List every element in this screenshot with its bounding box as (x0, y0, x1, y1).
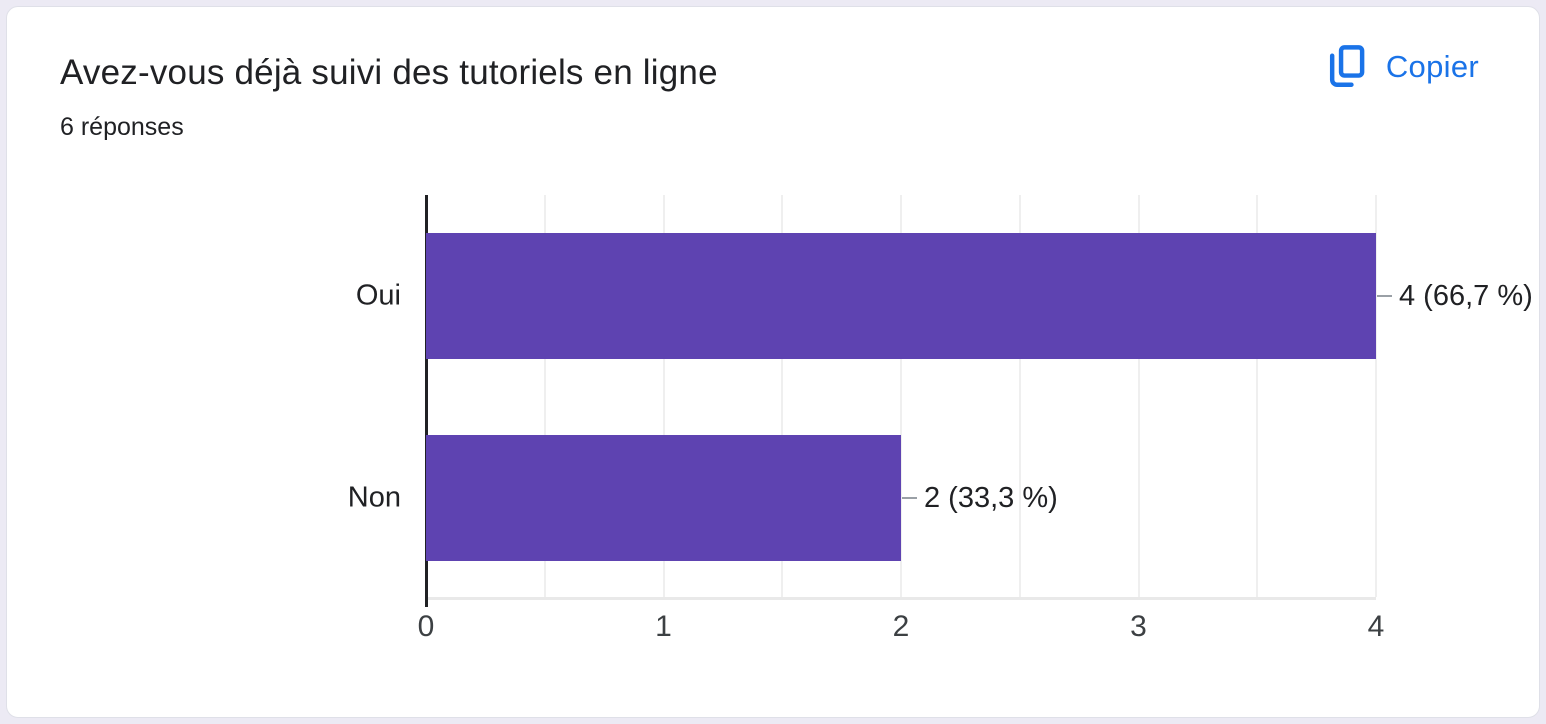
gridline (900, 195, 902, 597)
label-connector (1377, 294, 1392, 298)
bar-non[interactable] (426, 435, 901, 561)
value-label-non: 2 (33,3 %) (924, 481, 1058, 514)
x-axis-tick-label: 3 (1130, 610, 1147, 643)
bar-oui[interactable] (426, 233, 1376, 359)
x-axis-tick-label: 2 (892, 610, 910, 643)
responses-count: 6 réponses (60, 113, 184, 141)
bar-row-oui: Oui 4 (66,7 %) (356, 233, 1533, 359)
copy-button[interactable]: Copier (1329, 45, 1479, 88)
category-label-non: Non (347, 481, 401, 514)
question-title: Avez-vous déjà suivi des tutoriels en li… (60, 53, 718, 92)
bar-chart: Oui 4 (66,7 %) Non 2 (33,3 %) 0 1 2 3 4 (348, 195, 1533, 643)
response-chart-card: Avez-vous déjà suivi des tutoriels en li… (6, 6, 1540, 718)
x-axis: 0 1 2 3 4 (418, 610, 1385, 646)
gridline (1137, 195, 1140, 597)
y-axis-line (424, 195, 428, 607)
category-label-oui: Oui (355, 279, 401, 312)
gridline (543, 195, 546, 597)
x-axis-tick-label: 0 (417, 610, 435, 643)
gridline (1018, 195, 1021, 597)
label-connector (902, 496, 917, 500)
bar-row-non: Non 2 (33,3 %) (348, 435, 1376, 561)
copy-icon (1329, 45, 1365, 88)
value-label-oui: 4 (66,7 %) (1399, 279, 1533, 312)
copy-button-label: Copier (1385, 48, 1479, 84)
gridline (662, 195, 665, 597)
x-axis-tick-label: 1 (655, 610, 672, 643)
gridline (1256, 195, 1259, 597)
x-axis-tick-label: 4 (1367, 610, 1385, 643)
gridline (1375, 195, 1377, 597)
gridline (781, 195, 784, 597)
